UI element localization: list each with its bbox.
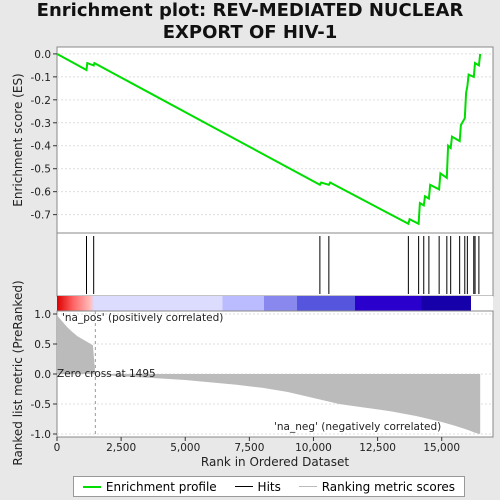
es-plot-area: [56, 46, 494, 234]
legend-enrichment-swatch: [82, 485, 101, 488]
es-y-tick-label: -0.6: [31, 187, 52, 199]
pos-annotation: 'na_pos' (positively correlated): [62, 312, 223, 324]
legend-ranking-swatch: [298, 486, 317, 487]
legend: Enrichment profile Hits Ranking metric s…: [73, 476, 465, 497]
legend-ranking: Ranking metric scores: [298, 479, 456, 494]
metric-y-tick-label: 1.0: [34, 309, 51, 321]
es-y-tick-label: -0.1: [31, 72, 52, 84]
x-tick-label: 5,000: [170, 442, 200, 454]
legend-hits-swatch: [234, 486, 253, 487]
metric-y-tick-label: 0.5: [34, 339, 51, 351]
es-y-tick-label: -0.5: [31, 164, 52, 176]
metric-y-axis-label: Ranked list metric (PreRanked): [11, 280, 25, 465]
es-y-tick-label: 0.0: [34, 49, 51, 61]
metric-y-tick-label: -1.0: [31, 429, 52, 441]
x-tick-label: 12,500: [359, 442, 396, 454]
legend-ranking-label: Ranking metric scores: [321, 479, 456, 494]
colorbar-gradient: [57, 296, 471, 311]
rank-colorbar: [57, 296, 493, 311]
x-tick-label: 15,000: [423, 442, 460, 454]
es-y-tick-label: -0.3: [31, 118, 52, 130]
zero-cross-annotation: Zero cross at 1495: [57, 368, 156, 380]
es-y-tick-label: -0.7: [31, 210, 52, 222]
es-y-ticks: 0.0 -0.1 -0.2 -0.3 -0.4 -0.5 -0.6 -0.7: [31, 49, 57, 222]
metric-area: [57, 315, 481, 434]
legend-hits-label: Hits: [257, 479, 281, 494]
legend-hits: Hits: [234, 479, 281, 494]
es-y-tick-label: -0.2: [31, 95, 52, 107]
es-y-tick-label: -0.4: [31, 141, 52, 153]
x-tick-label: 2,500: [106, 442, 136, 454]
es-y-axis-label: Enrichment score (ES): [11, 73, 25, 206]
hits-lines: [85, 236, 480, 294]
x-tick-label: 7,500: [234, 442, 264, 454]
metric-y-tick-label: -0.5: [31, 399, 52, 411]
neg-annotation: 'na_neg' (negatively correlated): [274, 421, 441, 433]
enrichment-line: [56, 53, 482, 226]
metric-y-ticks: 1.0 0.5 0.0 -0.5 -1.0: [31, 309, 57, 441]
colorbar-tail: [471, 296, 493, 311]
metric-panel: 1.0 0.5 0.0 -0.5 -1.0 0 2,500 5,000 7,500 10,000…: [31, 309, 494, 454]
x-tick-label: 10,000: [295, 442, 332, 454]
es-panel: 0.0 -0.1 -0.2 -0.3 -0.4 -0.5 -0.6 -0.7: [31, 46, 494, 234]
hits-panel: [56, 232, 494, 297]
x-tick-label: 0: [54, 442, 61, 454]
x-axis-label: Rank in Ordered Dataset: [201, 455, 349, 469]
hits-plot-area: [56, 232, 494, 297]
legend-enrichment: Enrichment profile: [82, 479, 217, 494]
legend-enrichment-label: Enrichment profile: [105, 479, 217, 494]
metric-y-tick-label: 0.0: [34, 369, 51, 381]
x-ticks: 0 2,500 5,000 7,500 10,000 12,500 15,000: [54, 437, 460, 454]
es-grid: [57, 53, 493, 216]
